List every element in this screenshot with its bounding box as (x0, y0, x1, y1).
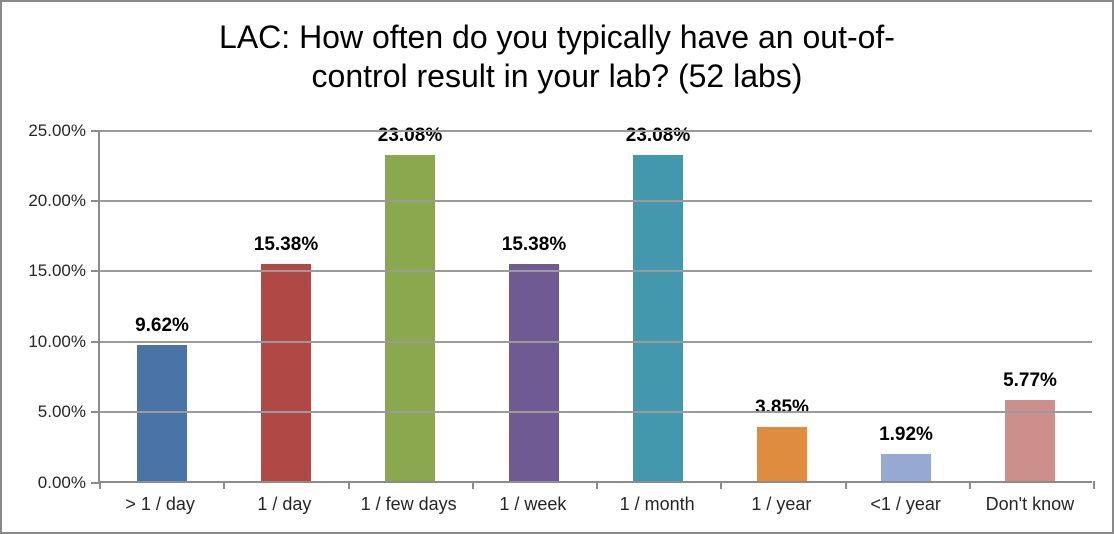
x-axis-tick (720, 481, 723, 489)
x-tick-label: > 1 / day (125, 494, 195, 514)
x-tick-label: 1 / week (499, 494, 567, 514)
bar-value-label: 23.08% (377, 125, 443, 147)
bar-slot: 1.92% (844, 130, 968, 481)
x-tick-label: <1 / year (870, 494, 941, 514)
chart-title-line-1: LAC: How often do you typically have an … (219, 19, 895, 55)
x-tick-label: 1 / year (751, 494, 812, 514)
bars-row: 9.62% 15.38% 23.08% 15.38% 23.08% 3.85% 1.92% 5… (100, 125, 1092, 481)
bar-slot: 15.38% (472, 130, 596, 481)
x-axis-tick (596, 481, 598, 489)
bar (757, 426, 807, 481)
y-tick-label: 25.00% (28, 121, 86, 140)
bar-value-label: 3.85% (755, 396, 809, 418)
bar (881, 453, 931, 481)
x-axis-tick (347, 481, 350, 489)
bar (633, 155, 683, 481)
bar (385, 155, 435, 481)
chart-title: LAC: How often do you typically have an … (2, 18, 1112, 96)
y-axis-tick (91, 411, 100, 414)
bar-slot: 5.77% (968, 130, 1092, 481)
y-tick-label: 20.00% (28, 190, 86, 210)
x-axis-tick (99, 481, 101, 489)
x-tick-label: 1 / few days (360, 494, 457, 514)
bar-value-label: 1.92% (879, 423, 933, 445)
y-axis-tick (91, 199, 100, 202)
gridline (100, 130, 1092, 132)
x-axis-tick (223, 481, 226, 489)
y-axis-tick (91, 482, 100, 484)
chart-title-line-2: control result in your lab? (52 labs) (311, 58, 803, 94)
bar-value-label: 23.08% (625, 125, 691, 147)
x-axis-tick (471, 481, 474, 489)
x-axis-labels: > 1 / day 1 / day 1 / few days 1 / week 1 / … (98, 494, 1092, 515)
x-tick-label: 1 / month (619, 494, 695, 514)
x-tick-label: 1 / day (257, 494, 312, 514)
bar-value-label: 15.38% (253, 233, 319, 255)
bar-slot: 23.08% (596, 125, 720, 481)
x-axis-tick (1093, 481, 1095, 489)
x-axis-tick (844, 481, 847, 489)
gridline (100, 340, 1092, 343)
bar-slot: 23.08% (348, 125, 472, 481)
gridline (100, 411, 1092, 414)
plot-area: 9.62% 15.38% 23.08% 15.38% 23.08% 3.85% 1.92% 5… (91, 125, 1095, 489)
gridline (100, 270, 1092, 273)
x-axis-tick (968, 481, 971, 489)
y-tick-label: 15.00% (28, 261, 86, 281)
bar (261, 263, 311, 481)
bar-value-label: 15.38% (501, 233, 567, 255)
gridline (100, 199, 1092, 202)
bar-value-label: 9.62% (135, 315, 189, 337)
bar-slot: 3.85% (720, 130, 844, 481)
y-axis-tick (91, 270, 100, 273)
bar-slot: 15.38% (224, 130, 348, 481)
bar-value-label: 5.77% (1003, 369, 1057, 391)
y-tick-label: 10.00% (28, 331, 86, 351)
y-tick-label: 5.00% (37, 402, 86, 422)
y-axis-tick (91, 130, 100, 132)
bar (509, 263, 559, 481)
x-tick-label: Don't know (985, 494, 1075, 514)
y-tick-label: 0.00% (37, 473, 86, 492)
y-axis-tick (91, 340, 100, 343)
bar-slot: 9.62% (100, 130, 224, 481)
